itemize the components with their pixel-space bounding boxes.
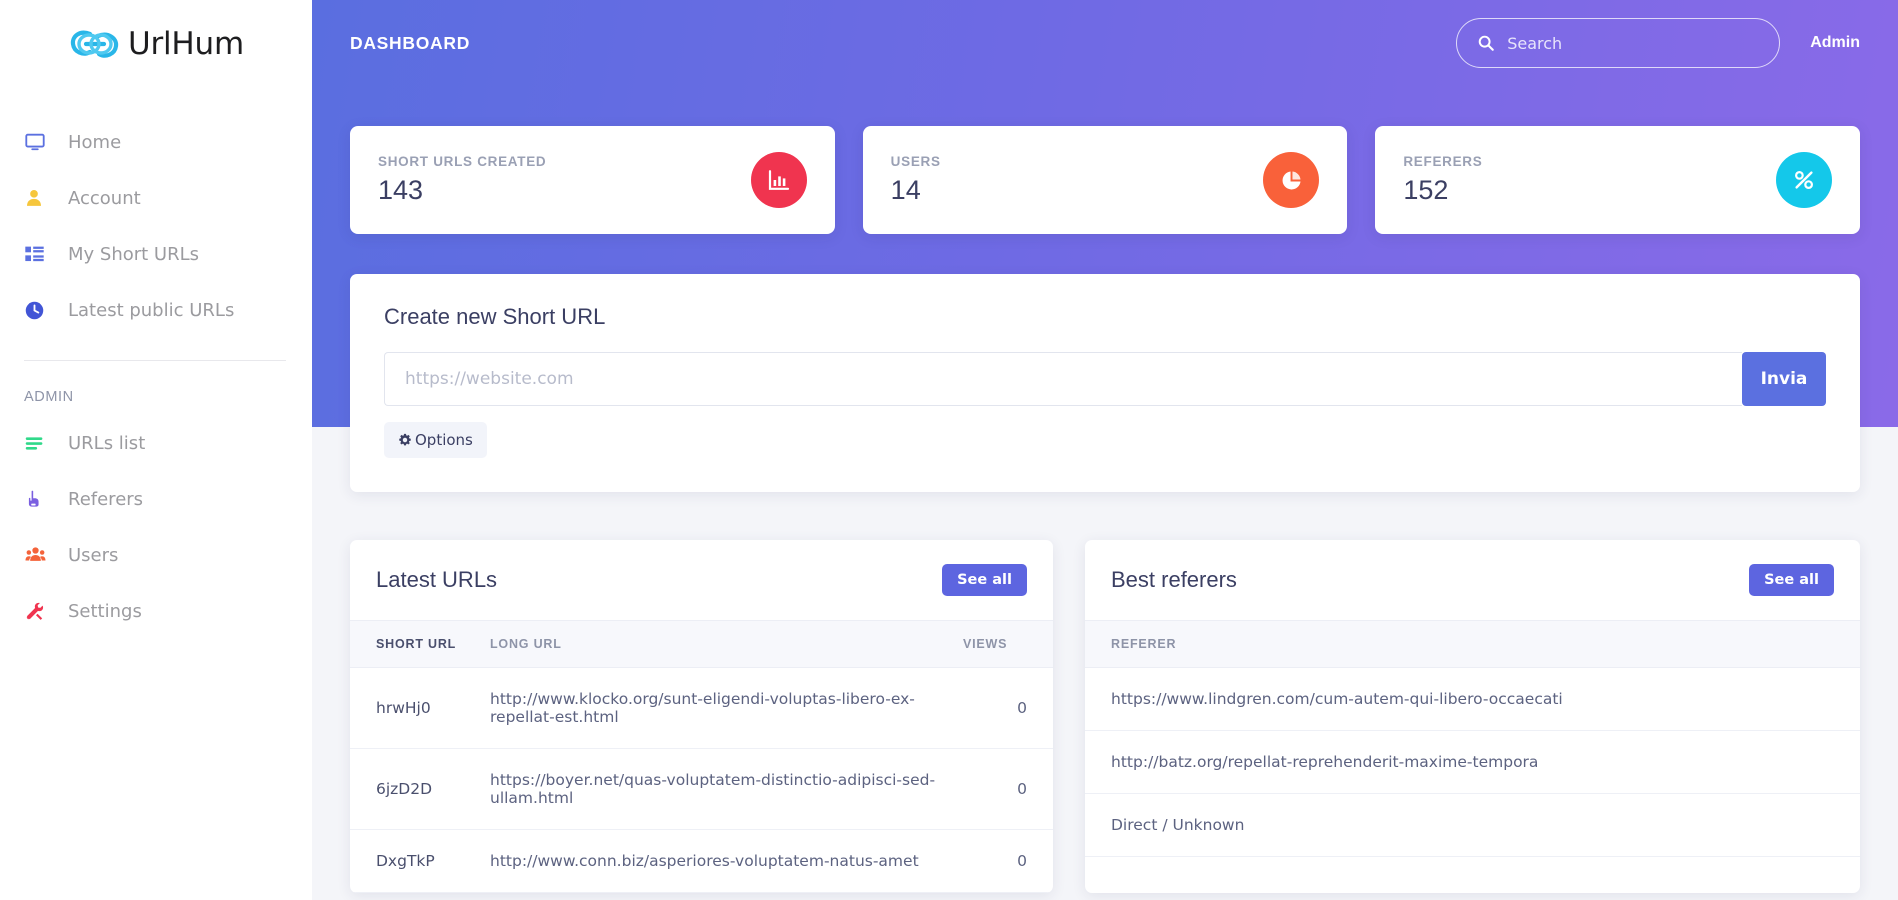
sidebar-divider [24,360,286,361]
column-header-long-url: LONG URL [490,620,963,668]
best-referers-header: Best referers See all [1085,540,1860,620]
cell-referer[interactable]: http://batz.org/repellat-reprehenderit-m… [1085,730,1860,794]
sidebar-item-label: Referers [68,488,144,510]
clock-icon [24,298,54,322]
sidebar-item-label: My Short URLs [68,243,200,265]
content-area: SHORT URLS CREATED 143 USER [312,126,1898,893]
best-referers-see-all-button[interactable]: See all [1749,564,1834,596]
column-header-referer: REFERER [1085,620,1860,668]
stat-value: 143 [378,175,424,205]
sidebar-nav: Home Account [0,76,312,639]
search-box[interactable] [1456,18,1781,68]
stat-card-short-urls-created: SHORT URLS CREATED 143 [350,126,835,234]
latest-urls-see-all-button[interactable]: See all [942,564,1027,596]
sidebar-item-label: URLs list [68,432,146,454]
stat-label: REFERERS [1403,154,1483,169]
column-header-short-url: SHORT URL [350,620,490,668]
link-chain-icon [68,22,122,66]
create-panel-title: Create new Short URL [384,304,606,329]
stat-card-referers: REFERERS 152 [1375,126,1861,234]
sidebar-item-label: Latest public URLs [68,299,235,321]
tools-icon [24,599,54,623]
sidebar-item-label: Users [68,544,119,566]
top-bar: DASHBOARD Admin [312,0,1898,86]
sidebar-item-users[interactable]: Users [0,527,312,583]
best-referers-panel: Best referers See all REFERER https://ww… [1085,540,1860,893]
sidebar-item-urls-list[interactable]: URLs list [0,415,312,471]
cell-long-url[interactable]: https://boyer.net/quas-voluptatem-distin… [490,748,963,830]
table-header-row: REFERER [1085,620,1860,668]
sidebar-item-settings[interactable]: Settings [0,583,312,639]
list-item[interactable]: https://www.lindgren.com/cum-autem-qui-l… [1085,667,1860,731]
bar-chart-icon [750,152,807,208]
list-grid-icon [24,242,54,266]
latest-urls-title: Latest URLs [376,567,498,592]
pie-chart-icon [1263,152,1320,208]
table-header-row: SHORT URL LONG URL VIEWS [350,620,1053,668]
sidebar: UrlHum Home Accoun [0,0,312,900]
best-referers-table: REFERER https://www.lindgren.com/cum-aut… [1085,620,1860,857]
brand-name: UrlHum [127,26,244,62]
long-url-input[interactable] [384,352,1742,406]
sidebar-item-label: Settings [68,600,142,622]
options-button-label: Options [415,431,473,449]
hand-pointer-icon [24,487,54,511]
stat-card-users: USERS 14 [862,126,1348,234]
cell-referer[interactable]: Direct / Unknown [1085,793,1860,857]
options-button[interactable]: Options [384,422,487,458]
list-item[interactable]: Direct / Unknown [1085,793,1860,857]
percent-icon [1776,152,1833,208]
list-item[interactable]: http://batz.org/repellat-reprehenderit-m… [1085,730,1860,794]
search-icon [1477,34,1495,52]
stat-value: 152 [1403,175,1449,205]
cell-short-url[interactable]: 6jzD2D [350,748,490,830]
table-row[interactable]: DxgTkP http://www.conn.biz/asperiores-vo… [350,829,1053,893]
cell-short-url[interactable]: hrwHj0 [350,667,490,749]
sidebar-item-home[interactable]: Home [0,114,312,170]
sidebar-item-my-short-urls[interactable]: My Short URLs [0,226,312,282]
top-bar-actions: Admin [1456,18,1860,68]
cell-referer[interactable]: https://www.lindgren.com/cum-autem-qui-l… [1085,667,1860,731]
cell-short-url[interactable]: DxgTkP [350,829,490,893]
page-title: DASHBOARD [350,32,471,53]
sidebar-item-account[interactable]: Account [0,170,312,226]
cell-long-url[interactable]: http://www.klocko.org/sunt-eligendi-volu… [490,667,963,749]
table-row[interactable]: 6jzD2D https://boyer.net/quas-voluptatem… [350,748,1053,830]
stat-label: SHORT URLS CREATED [378,154,547,169]
latest-urls-table: SHORT URL LONG URL VIEWS hrwHj0 http://w… [350,620,1053,893]
sidebar-item-latest-public-urls[interactable]: Latest public URLs [0,282,312,338]
cell-views: 0 [963,748,1053,830]
admin-menu-link[interactable]: Admin [1810,34,1860,51]
sidebar-item-referers[interactable]: Referers [0,471,312,527]
user-icon [24,186,54,210]
stat-value: 14 [890,175,921,205]
monitor-icon [24,130,54,154]
table-row[interactable]: hrwHj0 http://www.klocko.org/sunt-eligen… [350,667,1053,749]
stat-cards: SHORT URLS CREATED 143 USER [350,126,1861,234]
best-referers-title: Best referers [1111,567,1237,592]
latest-urls-header: Latest URLs See all [350,540,1053,620]
cell-views: 0 [963,667,1053,749]
stat-label: USERS [890,154,941,169]
column-header-views: VIEWS [963,620,1053,668]
brand-logo[interactable]: UrlHum [0,0,312,76]
menu-lines-icon [24,431,54,455]
gear-icon [398,433,412,447]
submit-button[interactable]: Invia [1742,352,1826,406]
latest-urls-panel: Latest URLs See all SHORT URL LONG URL V… [350,540,1053,893]
create-short-url-panel: Create new Short URL Invia Options [350,274,1860,492]
create-form-row: Invia [384,352,1826,406]
cell-long-url[interactable]: http://www.conn.biz/asperiores-voluptate… [490,829,963,893]
sidebar-section-admin: ADMIN [24,389,74,405]
sidebar-item-label: Account [68,187,141,209]
main-content: DASHBOARD Admin [312,0,1898,900]
sidebar-item-label: Home [68,131,122,153]
users-group-icon [24,543,54,567]
cell-views: 0 [963,829,1053,893]
search-input[interactable] [1507,33,1760,53]
bottom-lists: Latest URLs See all SHORT URL LONG URL V… [350,540,1860,893]
